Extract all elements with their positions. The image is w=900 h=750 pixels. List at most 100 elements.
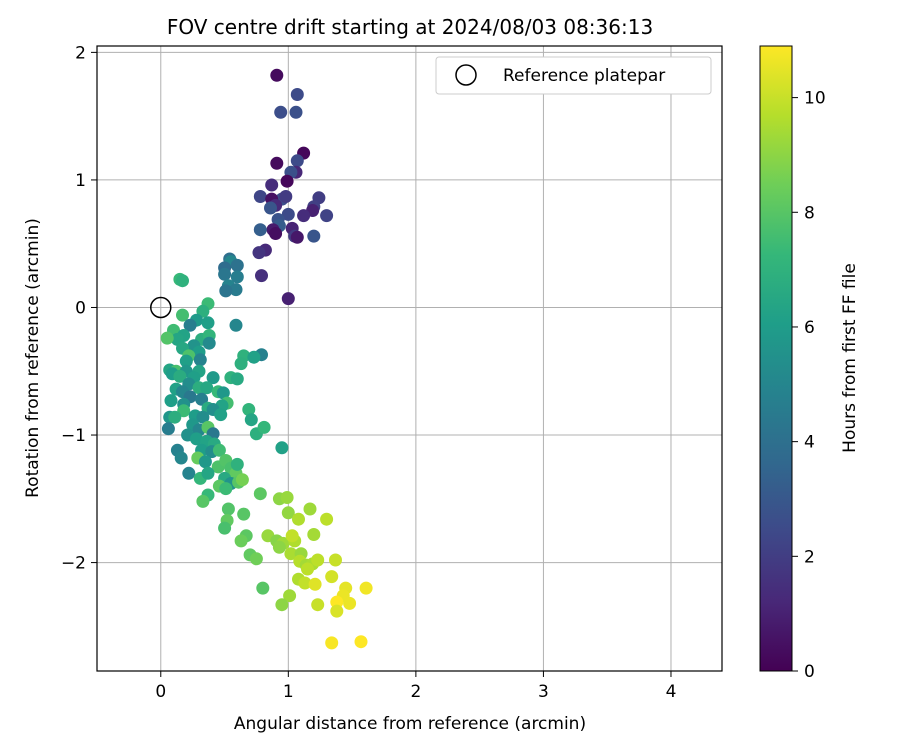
data-point	[200, 381, 214, 395]
data-point	[182, 466, 196, 480]
data-point	[218, 267, 232, 281]
data-point	[298, 576, 312, 590]
data-point	[280, 491, 294, 504]
data-point	[219, 284, 233, 298]
data-point	[164, 394, 178, 408]
chart-title: FOV centre drift starting at 2024/08/03 …	[167, 15, 653, 39]
data-point	[202, 336, 216, 350]
data-point	[183, 318, 197, 332]
legend: Reference platepar	[435, 56, 712, 95]
legend-marker	[455, 64, 477, 86]
colorbar	[759, 45, 793, 672]
data-point	[198, 455, 212, 469]
data-point	[289, 105, 303, 119]
data-point	[230, 270, 244, 284]
data-point	[279, 190, 293, 203]
data-point	[272, 540, 286, 554]
x-axis-ticks: 0 1 2 3 4	[155, 671, 676, 702]
colorbar-tick-label: 4	[804, 433, 815, 453]
colorbar-tick-label: 6	[804, 318, 815, 338]
data-point	[255, 269, 268, 283]
data-point	[257, 420, 271, 434]
data-point	[292, 512, 305, 526]
x-tick-label: 0	[155, 682, 166, 702]
reference-marker	[150, 296, 172, 319]
data-point	[219, 482, 233, 496]
data-point	[275, 598, 289, 612]
data-point	[242, 403, 256, 416]
data-point	[229, 283, 243, 297]
colorbar-tick-label: 8	[804, 203, 815, 223]
data-point	[330, 595, 344, 609]
data-point	[270, 68, 284, 82]
data-point	[230, 457, 244, 471]
data-point	[256, 581, 270, 595]
data-point	[359, 581, 373, 595]
data-point	[252, 246, 266, 260]
data-points	[160, 68, 373, 650]
data-point	[161, 422, 175, 436]
data-point	[265, 178, 279, 192]
data-point	[269, 227, 283, 240]
data-point	[230, 258, 244, 272]
data-point	[234, 534, 248, 548]
data-point	[264, 201, 277, 215]
x-axis-label: Angular distance from reference (arcmin)	[234, 714, 586, 734]
data-point	[230, 372, 244, 386]
data-point	[281, 506, 295, 520]
data-point	[290, 230, 304, 244]
data-point	[297, 209, 311, 223]
data-point	[283, 589, 297, 603]
data-point	[249, 552, 263, 566]
data-point	[281, 292, 295, 306]
data-point	[320, 209, 334, 223]
data-point	[325, 636, 339, 650]
x-tick-label: 2	[410, 682, 421, 702]
data-point	[303, 502, 317, 516]
data-point	[235, 473, 249, 487]
data-point	[343, 596, 357, 610]
data-point	[179, 354, 193, 368]
data-point	[176, 274, 189, 288]
data-point	[253, 223, 267, 237]
y-axis-ticks: −2 −1 0 1 2	[61, 43, 97, 574]
data-point	[221, 502, 235, 516]
data-point	[206, 371, 220, 385]
colorbar-tick-label: 2	[804, 547, 815, 567]
x-tick-label: 1	[283, 682, 294, 702]
data-point	[311, 553, 325, 567]
data-point	[290, 88, 304, 101]
data-point	[354, 635, 368, 649]
data-point	[307, 229, 321, 243]
data-point	[173, 369, 187, 383]
y-tick-label: 1	[75, 171, 86, 191]
data-point	[285, 529, 299, 543]
y-tick-label: −2	[61, 554, 86, 574]
data-point	[320, 512, 334, 526]
reference-platepar-marker	[150, 296, 172, 319]
legend-label: Reference platepar	[503, 66, 665, 86]
data-point	[284, 547, 298, 561]
y-tick-label: −1	[61, 426, 86, 446]
data-point	[229, 318, 243, 332]
colorbar-label: Hours from first FF file	[840, 263, 860, 453]
data-point	[234, 357, 248, 371]
data-point	[244, 413, 258, 427]
x-tick-label: 4	[666, 682, 677, 702]
plot-frame	[96, 45, 723, 672]
data-point	[311, 598, 325, 612]
data-point	[253, 487, 267, 501]
y-axis-label: Rotation from reference (arcmin)	[23, 218, 43, 498]
data-point	[160, 331, 174, 345]
data-point	[201, 316, 215, 330]
data-point	[212, 443, 226, 457]
data-point	[168, 410, 182, 424]
data-point	[281, 207, 295, 221]
colorbar-ticks: 0 2 4 6 8 10	[792, 89, 826, 682]
data-point	[325, 570, 339, 584]
y-tick-label: 2	[75, 43, 86, 63]
data-point	[307, 528, 321, 541]
data-point	[196, 494, 210, 508]
data-point	[214, 408, 228, 422]
data-point	[330, 604, 344, 618]
